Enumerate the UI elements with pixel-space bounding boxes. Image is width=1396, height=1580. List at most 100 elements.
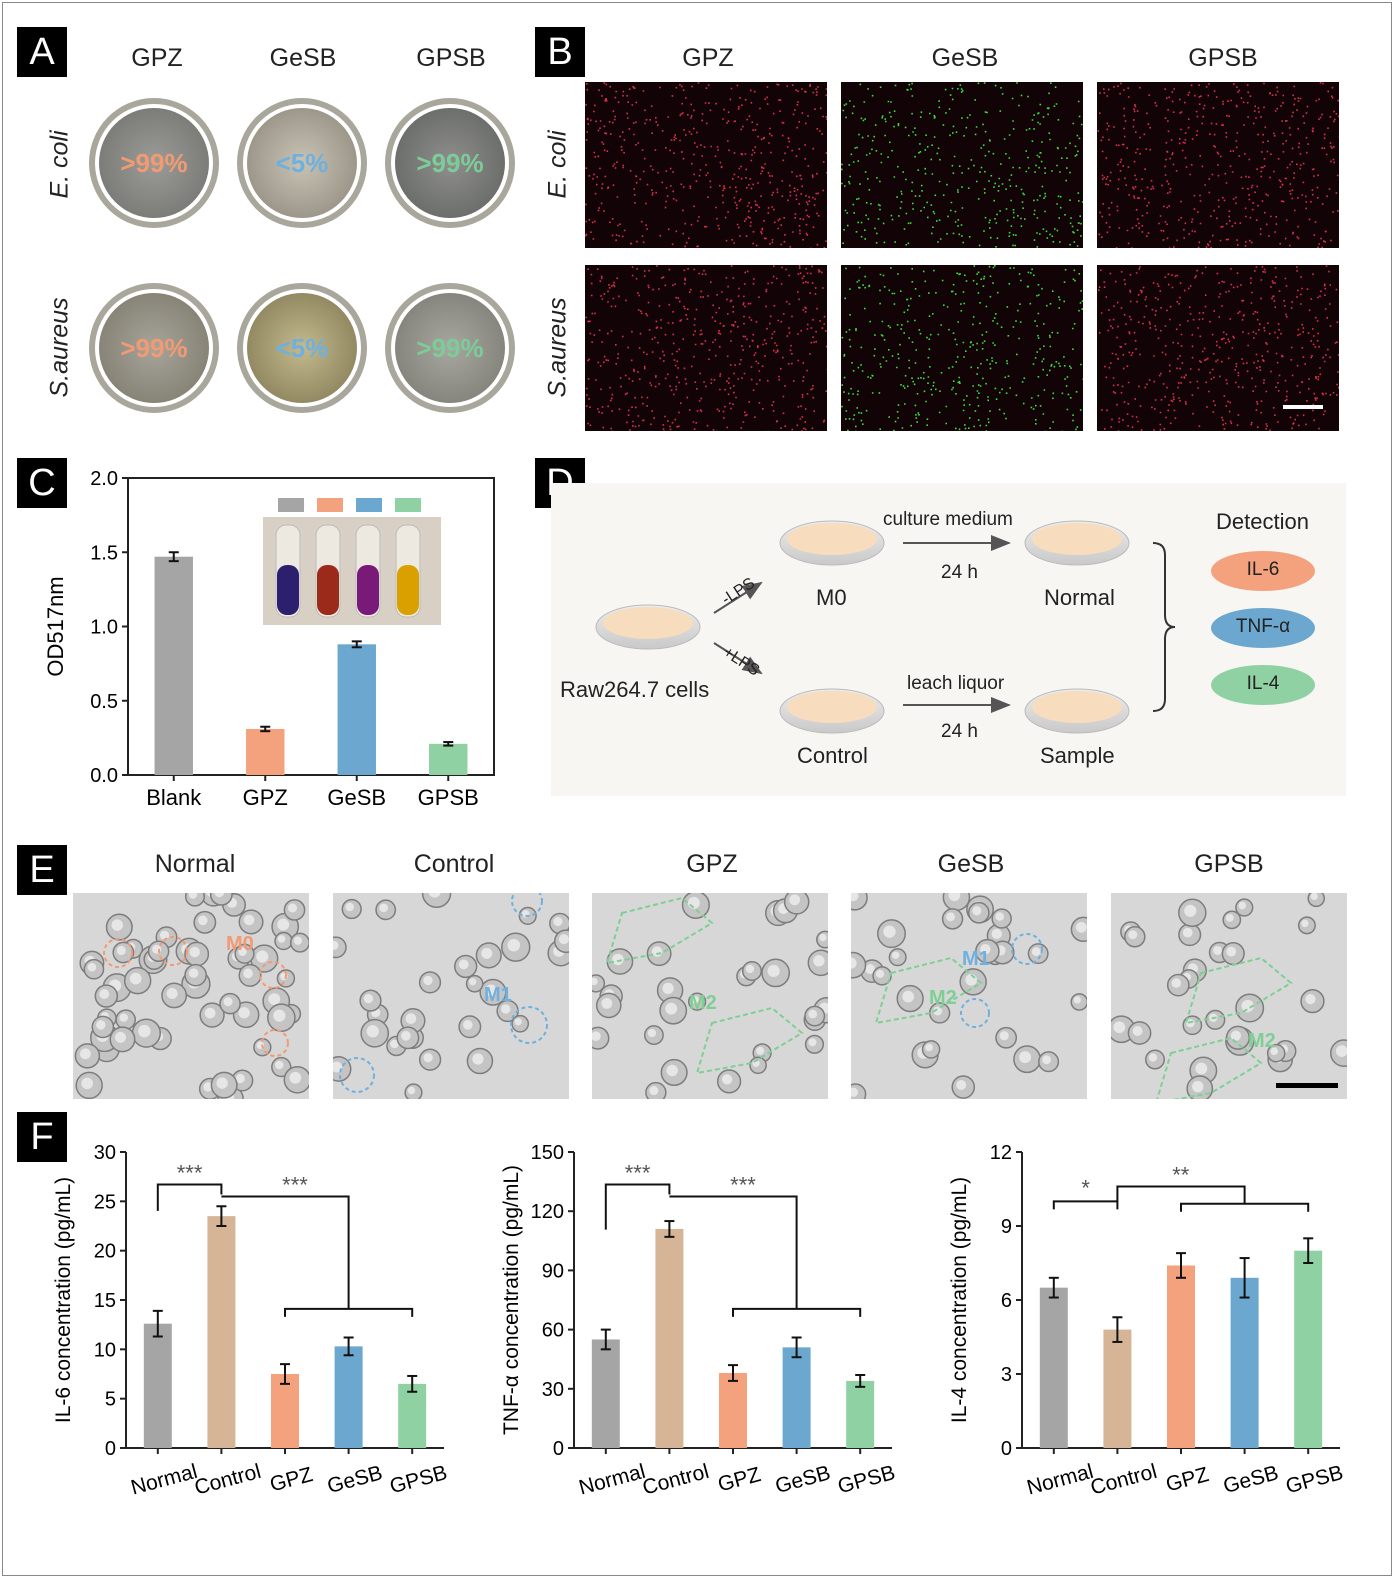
cell-highlight xyxy=(198,915,208,926)
annotation-m0: M0 xyxy=(226,933,254,955)
micrograph-normal xyxy=(73,893,309,1099)
cell-highlight xyxy=(203,1082,213,1092)
bar-gpz xyxy=(719,1373,747,1448)
y-tick-label: 90 xyxy=(542,1260,564,1282)
marker-tnf-alpha: TNF-α xyxy=(1235,616,1291,637)
cell-highlight xyxy=(902,990,914,1003)
cell-highlight xyxy=(1031,947,1041,956)
y-tick-label: 25 xyxy=(94,1191,116,1213)
bar-normal xyxy=(143,1323,172,1448)
label-control: Control xyxy=(797,743,868,768)
cell-highlight xyxy=(243,914,255,926)
significance-label: *** xyxy=(625,1161,651,1186)
x-tick-label: Normal xyxy=(576,1460,647,1500)
x-tick-label: GPSB xyxy=(387,1461,449,1498)
x-tick-label: GPSB xyxy=(835,1461,897,1498)
cell-highlight xyxy=(1270,1047,1279,1056)
dish-normal xyxy=(1024,520,1130,566)
panel-e-col-gesb: GeSB xyxy=(937,850,1005,878)
y-tick-label: 10 xyxy=(94,1339,116,1361)
cells xyxy=(74,893,309,1099)
cell-highlight xyxy=(819,933,827,942)
panel-label-c: C xyxy=(17,458,67,508)
cell-highlight xyxy=(999,1031,1009,1041)
x-tick-label: GeSB xyxy=(1221,1461,1281,1498)
micrograph-control xyxy=(333,893,569,1099)
cell-highlight xyxy=(933,1006,943,1016)
cell-dots xyxy=(585,265,827,431)
bar-gesb xyxy=(334,1346,363,1448)
cell-highlight xyxy=(514,1018,522,1026)
cell-highlight xyxy=(204,1007,216,1019)
kill-rate: >99% xyxy=(120,148,188,178)
kill-rate: <5% xyxy=(275,333,329,363)
kill-rate: >99% xyxy=(416,148,484,178)
cell-highlight xyxy=(808,1038,817,1047)
cell-highlight xyxy=(379,903,389,913)
cell-highlight xyxy=(188,893,198,899)
cell-highlight xyxy=(500,1004,511,1014)
panel-e-col-control: Control xyxy=(413,850,495,878)
cell-highlight xyxy=(1225,913,1234,922)
m2-cell-outline xyxy=(874,956,983,1025)
cell-highlight xyxy=(666,1064,678,1077)
cell-highlight xyxy=(99,989,110,1000)
bar-gpsb xyxy=(846,1380,875,1448)
label-24h-top: 24 h xyxy=(941,562,978,583)
cell-highlight xyxy=(129,972,142,985)
bar-control xyxy=(207,1216,236,1448)
bar-gpz xyxy=(246,728,285,775)
cell-highlight xyxy=(1310,893,1318,900)
cell-highlight xyxy=(1019,1051,1032,1064)
cell-highlight xyxy=(1192,1080,1204,1093)
cell-highlight xyxy=(647,1028,657,1038)
annotation-m2-gesb: M2 xyxy=(929,987,957,1009)
y-axis-label: OD517nm xyxy=(43,576,68,676)
bar-control xyxy=(1103,1329,1132,1448)
panel-label-f: F xyxy=(17,1112,67,1162)
cell-highlight xyxy=(256,950,269,963)
cell-highlight xyxy=(235,1073,245,1084)
micrograph-gpz xyxy=(592,893,828,1099)
cell-highlight xyxy=(612,953,624,966)
cell-highlight xyxy=(991,928,1002,939)
y-tick-label: 30 xyxy=(542,1379,564,1401)
cell-highlight xyxy=(268,993,281,1006)
cells xyxy=(1111,893,1347,1099)
cell-highlight xyxy=(1230,1030,1242,1041)
label-m0: M0 xyxy=(816,585,847,610)
bar-control xyxy=(655,1228,684,1448)
panel-b-col-gesb: GeSB xyxy=(931,44,999,72)
y-tick-label: 30 xyxy=(94,1142,116,1164)
m2-cell-outline xyxy=(695,1006,804,1075)
label-normal: Normal xyxy=(1044,585,1115,610)
cell-highlight xyxy=(81,1077,94,1090)
bar-blank xyxy=(154,556,193,775)
cell-highlight xyxy=(345,902,354,912)
marker-tnf-pill xyxy=(1211,608,1315,648)
stained-bacteria xyxy=(585,82,827,248)
cell-highlight xyxy=(238,947,247,956)
cell-highlight xyxy=(691,995,699,1004)
cell-highlight xyxy=(865,964,876,975)
bar-gpz xyxy=(271,1374,299,1448)
marker-il6-pill xyxy=(1211,551,1315,591)
cell-highlight xyxy=(956,1080,967,1091)
cell-highlight xyxy=(649,1086,659,1096)
cell-highlight xyxy=(662,982,674,995)
bar-normal xyxy=(591,1339,620,1448)
significance-label: *** xyxy=(177,1161,203,1186)
legend-swatch xyxy=(317,498,343,512)
panel-e-col-gpsb: GPSB xyxy=(1194,850,1264,878)
macrophage-cell xyxy=(851,951,867,979)
cell-dots xyxy=(585,82,827,248)
panel-b-col-gpz: GPZ xyxy=(682,44,734,72)
annotation-m2-gpz: M2 xyxy=(689,992,717,1014)
cell-highlight xyxy=(472,1053,484,1065)
significance-label: *** xyxy=(730,1173,756,1198)
significance-bracket xyxy=(669,1195,798,1309)
cell-highlight xyxy=(390,1039,399,1049)
y-axis-label: IL-6 concentration (pg/mL) xyxy=(52,1177,75,1423)
label-culture-medium: culture medium xyxy=(883,509,1013,530)
cell-highlight xyxy=(407,1086,416,1095)
